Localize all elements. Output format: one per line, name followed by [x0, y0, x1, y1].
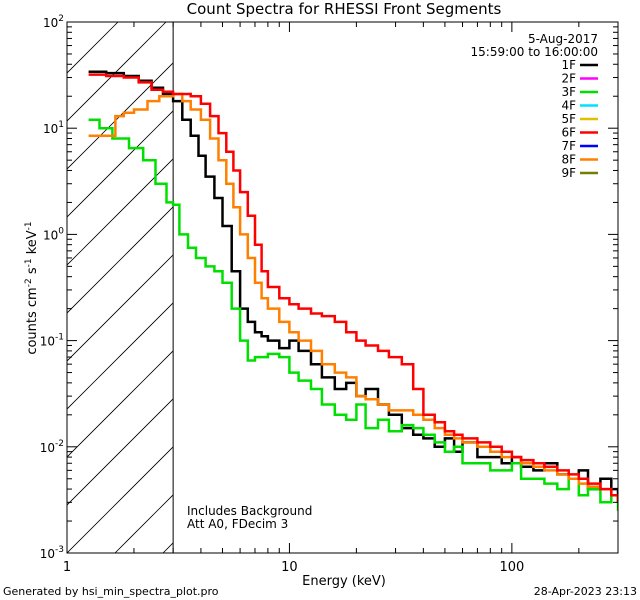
- hatch-line: [307, 22, 640, 553]
- hatch-line: [67, 398, 174, 506]
- footer-date: 28-Apr-2023 23:13: [534, 585, 637, 598]
- hatch-line: [67, 350, 174, 458]
- x-axis-label: Energy (keV): [302, 574, 386, 589]
- legend-label-3F: 3F: [561, 85, 576, 99]
- hatch-line: [259, 22, 640, 553]
- legend-label-5F: 5F: [561, 112, 576, 126]
- legend-label-9F: 9F: [561, 166, 576, 180]
- y-tick-label: 10-1: [40, 333, 64, 349]
- time-range-label: 15:59:00 to 16:00:00: [471, 45, 598, 59]
- y-tick-label: 101: [43, 120, 64, 136]
- y-tick-label: 10-2: [40, 439, 64, 455]
- annotation-line-2: Att A0, FDecim 3: [187, 517, 288, 531]
- footer-generated-by: Generated by hsi_min_spectra_plot.pro: [3, 585, 219, 598]
- series-6F: [88, 73, 618, 503]
- y-tick-label: 10-3: [40, 545, 64, 561]
- chart-title: Count Spectra for RHESSI Front Segments: [187, 0, 502, 18]
- x-tick-label: 100: [499, 560, 524, 575]
- hatch-line: [355, 22, 640, 553]
- hatch-line: [67, 22, 167, 122]
- hatch-line: [67, 206, 174, 314]
- annotation-line-1: Includes Background: [187, 504, 312, 518]
- date-label: 5-Aug-2017: [528, 32, 598, 46]
- legend-label-1F: 1F: [561, 58, 576, 72]
- y-axis-label: counts cm-2 s-1 keV-1: [24, 221, 40, 354]
- y-tick-label: 100: [43, 226, 64, 242]
- hatch-line: [451, 22, 640, 553]
- legend-label-7F: 7F: [561, 139, 576, 153]
- hatch-line: [67, 302, 174, 410]
- hatch-line: [67, 446, 174, 553]
- legend-label-2F: 2F: [561, 72, 576, 86]
- legend-label-8F: 8F: [561, 153, 576, 167]
- svg-text:counts cm-2 s-1 keV-1: counts cm-2 s-1 keV-1: [24, 221, 40, 354]
- plot-frame: [66, 21, 619, 554]
- y-tick-label: 102: [43, 14, 64, 30]
- x-tick-label: 10: [281, 560, 298, 575]
- x-tick-label: 1: [63, 560, 71, 575]
- series-8F: [88, 92, 618, 503]
- series-1F: [88, 70, 618, 503]
- series-3F: [88, 118, 618, 511]
- legend-label-4F: 4F: [561, 99, 576, 113]
- hatch-line: [67, 22, 119, 74]
- legend-label-6F: 6F: [561, 126, 576, 140]
- hatch-line: [67, 254, 174, 362]
- hatched-region: [67, 22, 640, 553]
- hatch-line: [67, 62, 174, 170]
